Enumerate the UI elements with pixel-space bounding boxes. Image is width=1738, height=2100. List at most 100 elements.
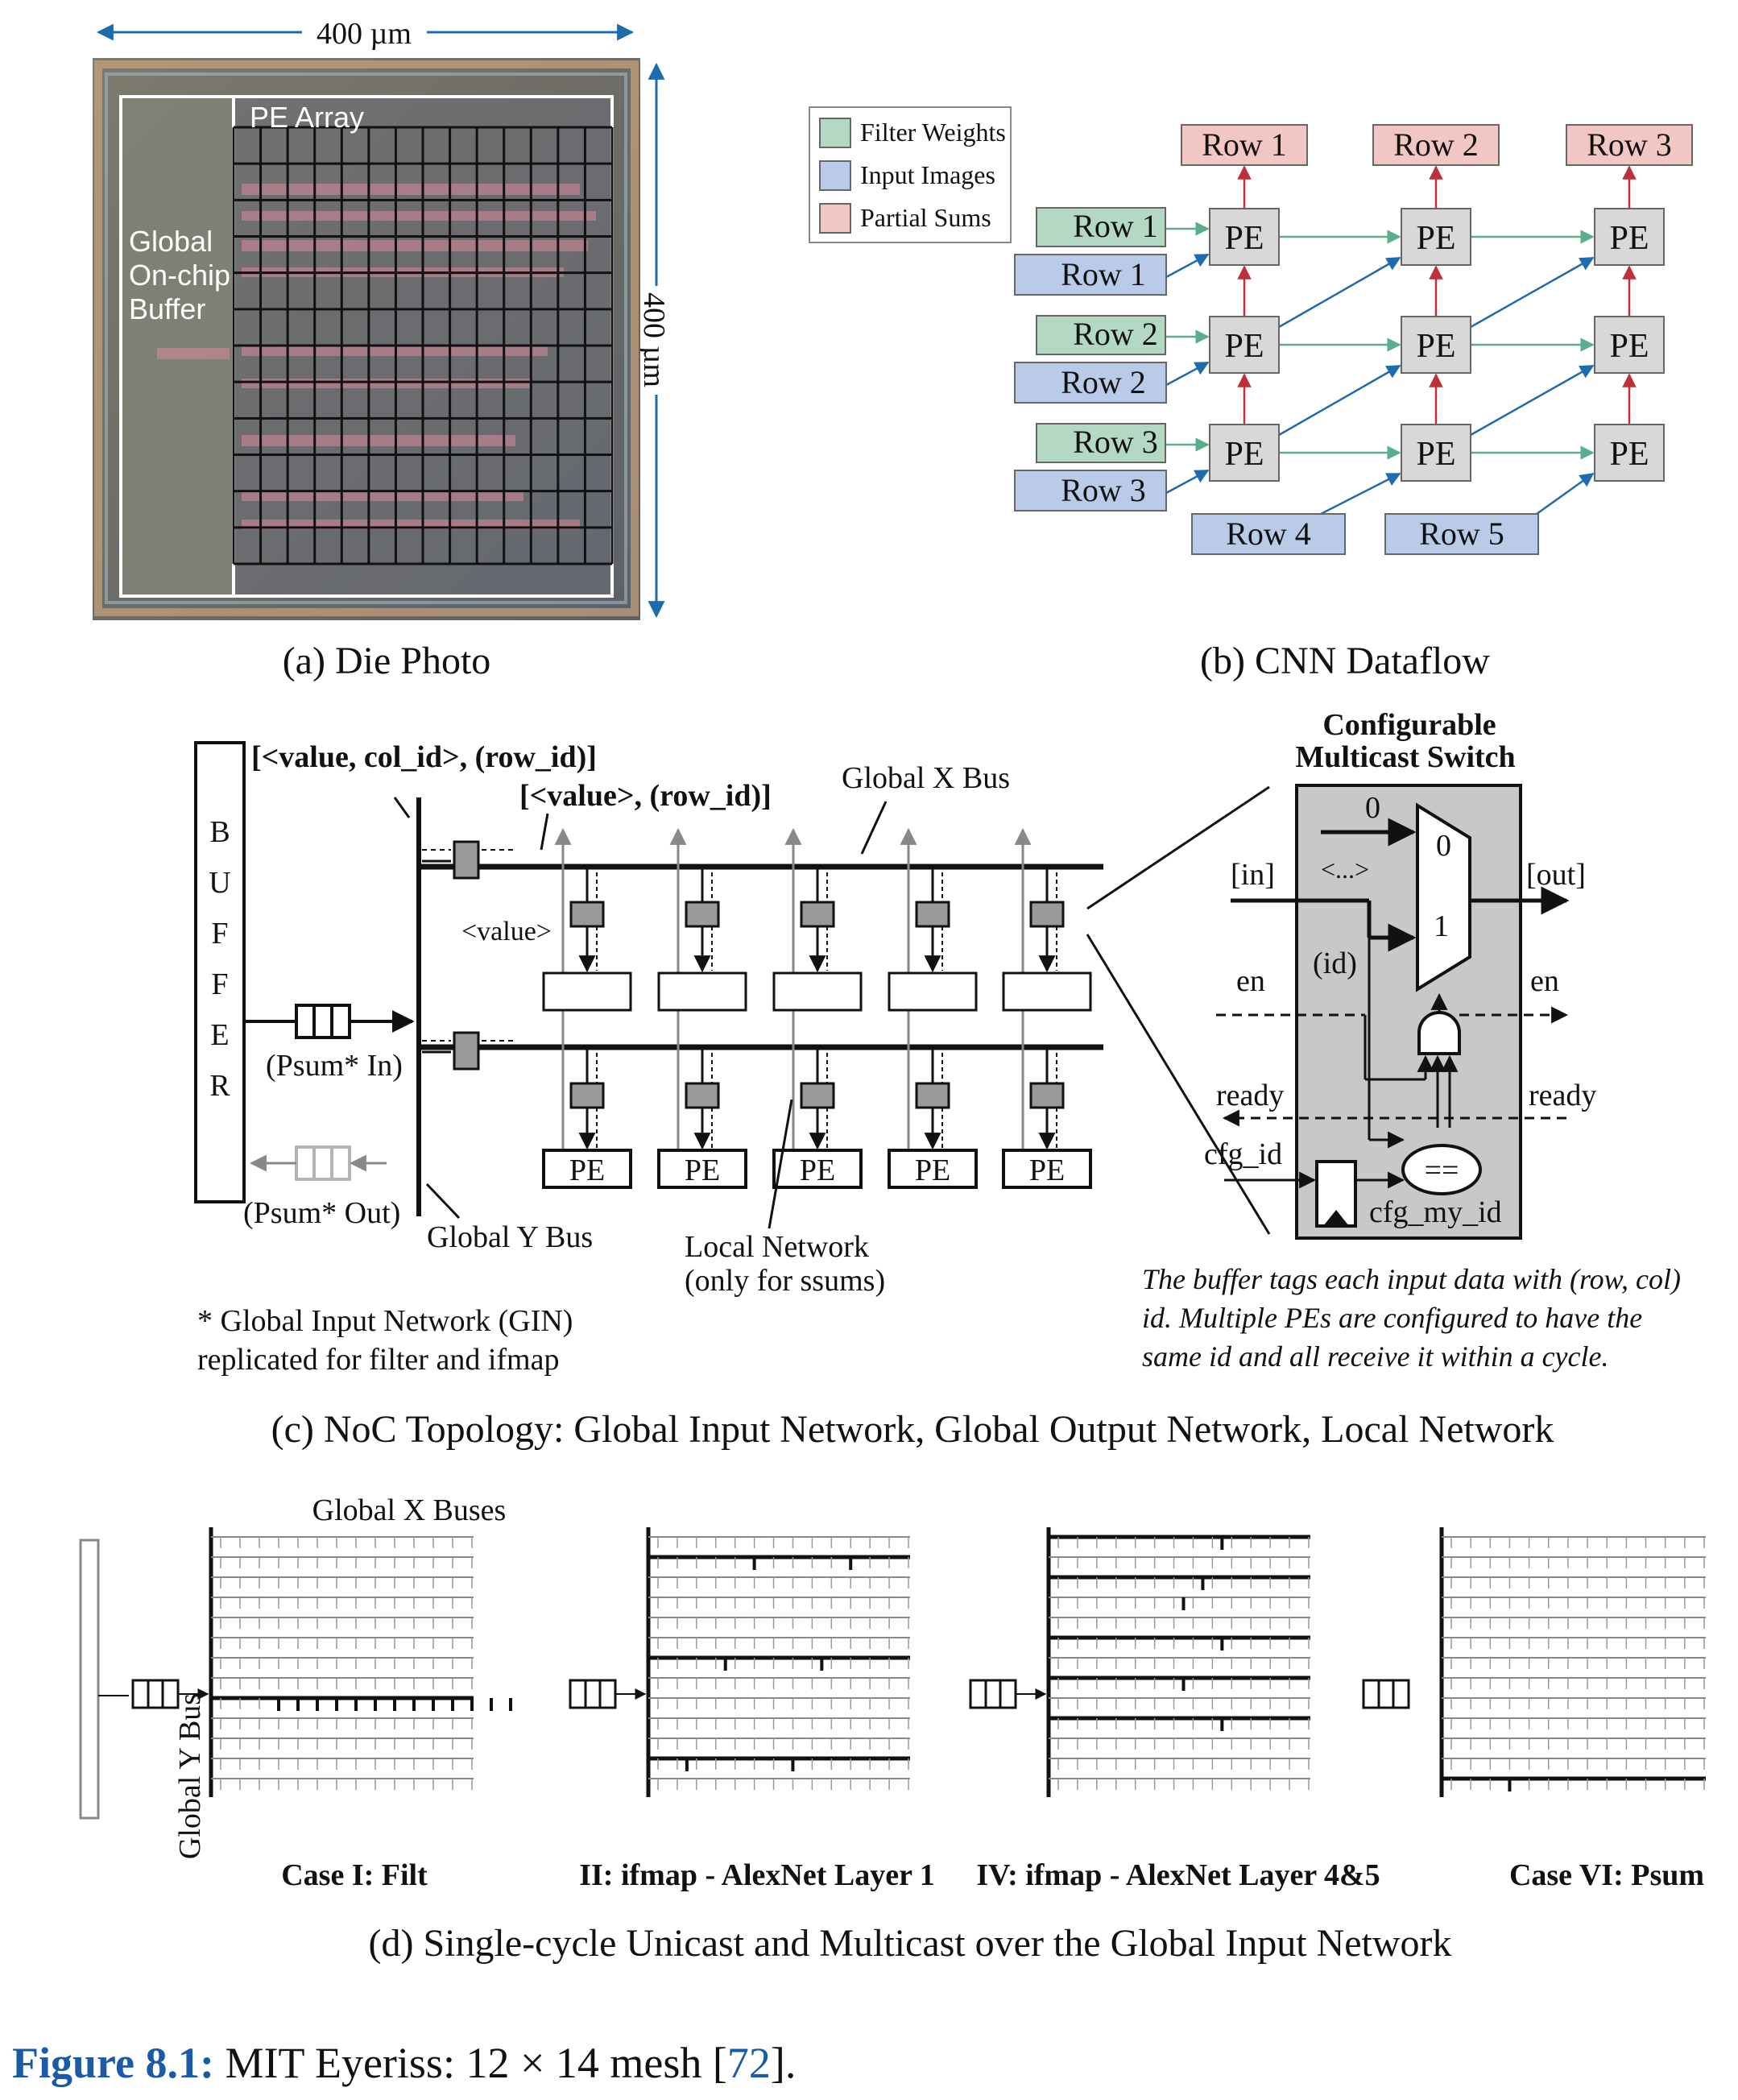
pe-2-1	[1401, 424, 1471, 482]
legend-swatch-1	[819, 160, 851, 191]
case-3-fifo	[1362, 1679, 1410, 1709]
filter-row-label-2: Row 2	[1073, 316, 1158, 352]
psum-out-fifo	[295, 1145, 351, 1181]
x-switch-top-2	[800, 901, 835, 928]
filter-row-label-1: Row 1	[1073, 208, 1158, 244]
x-switch-top-0	[569, 901, 605, 928]
pe-1-1	[1401, 316, 1471, 374]
output-row-label-3: Row 3	[1587, 126, 1672, 163]
ready-right-label: ready	[1529, 1079, 1596, 1112]
eq-label: ==	[1425, 1154, 1459, 1187]
x-switch-top-1	[685, 901, 720, 928]
y-switch-0	[453, 840, 480, 880]
filter-row-1	[1036, 207, 1166, 247]
global-y-bus-label: Global Y Bus	[427, 1220, 593, 1254]
input-row-1	[1014, 254, 1167, 296]
case-1-label: Case I: Filt	[281, 1858, 428, 1892]
pe-4	[1002, 1149, 1092, 1189]
in-label: [in]	[1231, 858, 1275, 892]
note-line2: id. Multiple PEs are configured to have …	[1142, 1302, 1642, 1334]
tag-row-label: [<value>, (row_id)]	[519, 779, 772, 813]
input-row-label-1: Row 1	[1061, 256, 1146, 292]
filter-row-3	[1036, 423, 1166, 463]
buffer-label-line2: On-chip	[129, 259, 230, 292]
pe-label-0-2: PE	[1609, 220, 1649, 257]
output-row-1	[1181, 124, 1308, 166]
multicast-switch: Configurable Multicast Switch 0 1 0 [in]…	[1204, 708, 1596, 1240]
footnote-line1: * Global Input Network (GIN)	[197, 1304, 573, 1338]
pe-2-0	[1209, 424, 1280, 482]
ready-left-label: ready	[1216, 1079, 1284, 1112]
pe-0	[542, 1149, 632, 1189]
switch-title-line1: Configurable	[1322, 708, 1496, 742]
psum-in-label: (Psum* In)	[266, 1049, 403, 1083]
out-label: [out]	[1526, 858, 1586, 892]
pe-0-0	[1209, 208, 1280, 266]
footnote-line2: replicated for filter and ifmap	[197, 1343, 559, 1377]
bottom-input-label-1: Row 5	[1419, 516, 1504, 552]
pe-0-2	[1594, 208, 1665, 266]
buffer-letter-3: F	[211, 967, 228, 1001]
mux	[1416, 802, 1471, 992]
buffer-block	[194, 741, 246, 1203]
bottom-input-0	[1191, 513, 1346, 555]
pe-label-1-0: PE	[1224, 328, 1264, 365]
pe-label-2-0: PE	[1224, 436, 1264, 473]
pe-3	[888, 1149, 978, 1189]
caption-a: (a) Die Photo	[283, 640, 491, 682]
input-row-label-3: Row 3	[1061, 472, 1146, 508]
figure-caption: Figure 8.1: MIT Eyeriss: 12 × 14 mesh [7…	[12, 2038, 796, 2088]
local-network-label-1: Local Network	[685, 1230, 869, 1264]
output-row-label-1: Row 1	[1202, 126, 1287, 163]
figure-tail: ].	[770, 2039, 797, 2087]
value-label: <value>	[461, 917, 552, 946]
pe-1	[657, 1149, 747, 1189]
en-left-label: en	[1236, 964, 1265, 998]
buffer-letter-5: R	[209, 1069, 230, 1103]
pe-label-0: PE	[569, 1154, 605, 1187]
output-row-label-2: Row 2	[1393, 126, 1479, 163]
mux-input-0: 0	[1436, 829, 1451, 863]
panel-d-multicast-cases: Global X Buses Global Y Bus Case I: Filt…	[79, 1493, 1706, 1965]
legend-label-1: Input Images	[860, 160, 995, 189]
pe-label-4: PE	[1029, 1154, 1065, 1187]
filter-row-label-3: Row 3	[1073, 424, 1158, 460]
case-1-fifo	[569, 1679, 617, 1709]
y-switch-1	[453, 1031, 480, 1071]
comparator	[1401, 1144, 1482, 1195]
input-row-3	[1014, 470, 1167, 512]
bottom-input-label-0: Row 4	[1226, 516, 1311, 552]
pe-1-2	[1594, 316, 1665, 374]
note-line1: The buffer tags each input data with (ro…	[1142, 1263, 1681, 1295]
caption-d: (d) Single-cycle Unicast and Multicast o…	[369, 1922, 1452, 1965]
figure-canvas: 400 µm 400 µm PE Array	[79, 17, 1706, 1965]
pe-interface-3	[888, 971, 978, 1012]
buffer-label-line3: Buffer	[129, 292, 205, 325]
psum-out-label: (Psum* Out)	[243, 1196, 400, 1230]
figure-ref[interactable]: 72	[726, 2039, 771, 2087]
cfg-id-label: cfg_id	[1204, 1137, 1282, 1171]
buffer-bar	[79, 1539, 100, 1820]
die-width-label: 400 µm	[317, 17, 412, 51]
local-network-label-2: (only for ssums)	[685, 1264, 885, 1298]
x-switch-top-4	[1029, 901, 1065, 928]
pe-grid	[232, 126, 614, 565]
case-2-label: II: ifmap - AlexNet Layer 1	[579, 1858, 935, 1892]
pe-label-0-0: PE	[1224, 220, 1264, 257]
input-row-2	[1014, 362, 1167, 404]
pe-label-0-1: PE	[1416, 220, 1455, 257]
die-height-label: 400 µm	[637, 292, 671, 387]
x-switch-top-3	[915, 901, 950, 928]
pe-label-2: PE	[800, 1154, 835, 1187]
legend-swatch-2	[819, 203, 851, 234]
dots-label: <...>	[1321, 855, 1369, 884]
global-x-bus-label: Global X Bus	[842, 761, 1010, 795]
pe-2-2	[1594, 424, 1665, 482]
pe-array-label: PE Array	[250, 101, 364, 134]
pe-label-1: PE	[685, 1154, 720, 1187]
pe-2	[772, 1149, 863, 1189]
buffer-letter-1: U	[209, 866, 230, 900]
pe-interface-1	[657, 971, 747, 1012]
switch-title-line2: Multicast Switch	[1295, 740, 1515, 774]
input-row-label-2: Row 2	[1061, 364, 1146, 400]
